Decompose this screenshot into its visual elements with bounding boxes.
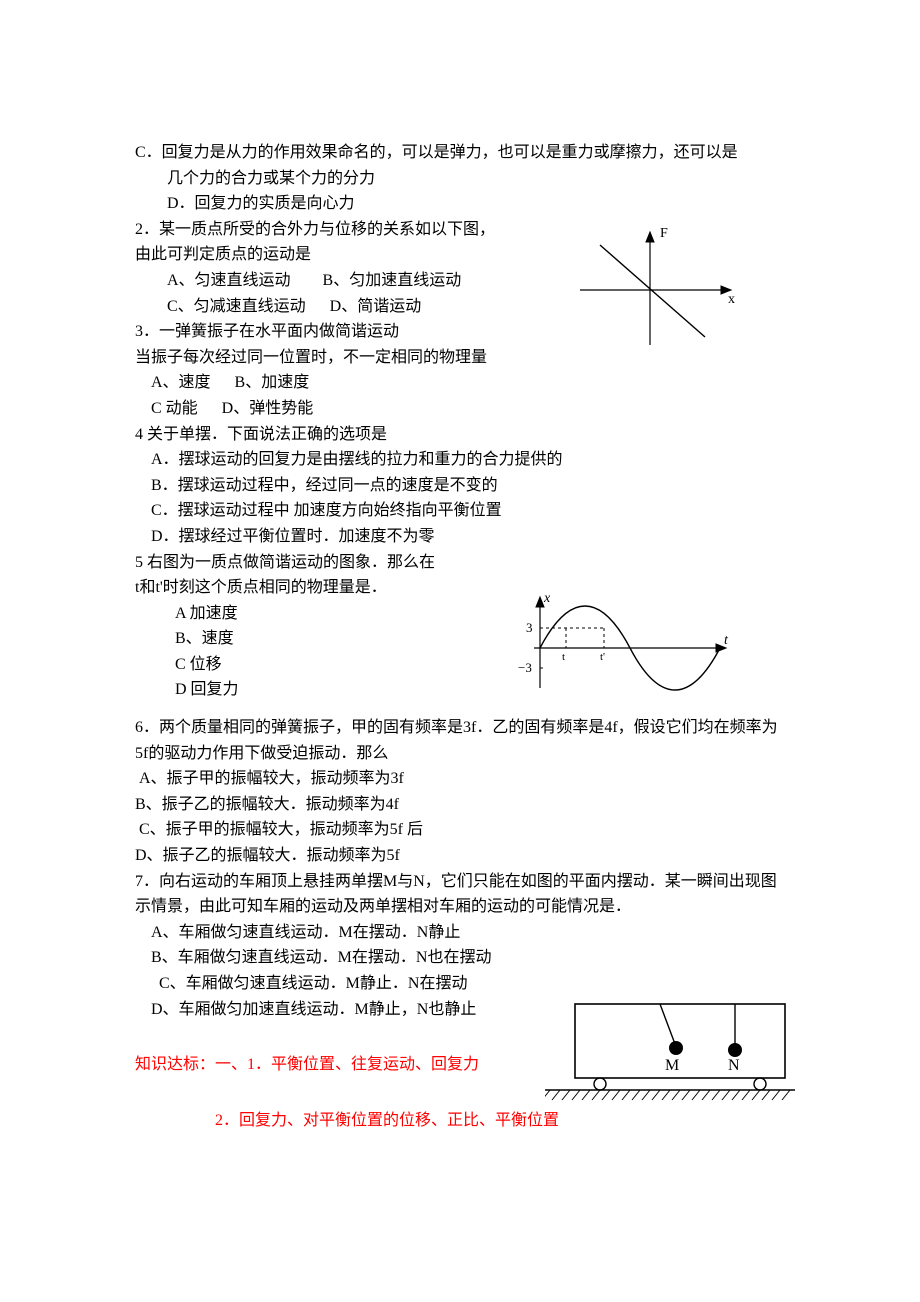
q4-opt-b: B．摆球运动过程中，经过同一点的速度是不变的 [135,473,790,499]
q7-opt-a: A、车厢做匀速直线运动．M在摆动．N静止 [135,920,790,946]
q5-stem-1: 5 右图为一质点做简谐运动的图象．那么在 [135,550,790,576]
pendulum-m-string [660,1004,675,1044]
q4-opt-d: D．摆球经过平衡位置时．加速度不为零 [135,524,790,550]
q7-stem: 7．向右运动的车厢顶上悬挂两单摆M与N，它们只能在如图的平面内摆动．某一瞬间出现… [135,869,790,920]
wheel-right [754,1078,766,1090]
optC-cont: 几个力的合力或某个力的分力 [135,166,790,192]
q4-opt-a: A．摆球运动的回复力是由摆线的拉力和重力的合力提供的 [135,447,790,473]
q7-opt-c: C、车厢做匀速直线运动．M静止．N在摆动 [135,971,790,997]
q7-figure: M N [545,998,795,1108]
answer-line-2: 2．回复力、对平衡位置的位移、正比、平衡位置 [135,1108,790,1134]
q6-opt-a: A、振子甲的振幅较大，振动频率为3f [135,766,790,792]
q2-figure: F x [570,225,740,355]
optC-text: C．回复力是从力的作用效果命名的，可以是弹力，也可以是重力或摩擦力，还可以是 [135,140,790,166]
q6-opt-b: B、振子乙的振幅较大．振动频率为4f [135,792,790,818]
q2-axis-f-label: F [660,226,668,241]
q4-opt-c: C．摆球运动过程中 加速度方向始终指向平衡位置 [135,498,790,524]
pendulum-n-label: N [728,1057,740,1074]
q5-tprime-label: t' [600,651,605,663]
carriage-box [575,1004,785,1078]
q5-tick-neg3: −3 [518,660,532,675]
q7-opt-b: B、车厢做匀速直线运动．M在摆动．N也在摆动 [135,945,790,971]
q3-opt-ab: A、速度 B、加速度 [135,370,790,396]
q5-figure: x t 3 −3 t t' [510,588,740,698]
q5-axis-x-label: x [543,591,551,606]
pendulum-m-label: M [665,1057,679,1074]
wheel-left [594,1078,606,1090]
optD-text: D．回复力的实质是向心力 [135,191,790,217]
q3-opt-cd: C 动能 D、弹性势能 [135,396,790,422]
q6-stem: 6．两个质量相同的弹簧振子，甲的固有频率是3f．乙的固有频率是4f，假设它们均在… [135,715,790,766]
q5-axis-t-label: t [724,633,729,648]
q6-opt-d: D、振子乙的振幅较大．振动频率为5f [135,843,790,869]
q5-t-label: t [562,651,565,663]
q5-tick-3: 3 [526,620,533,635]
q6-opt-c: C、振子甲的振幅较大，振动频率为5f 后 [135,817,790,843]
q2-axis-x-label: x [728,292,735,307]
pendulum-m-bob [669,1041,683,1055]
q4-stem: 4 关于单摆．下面说法正确的选项是 [135,422,790,448]
ground-hatch [545,1090,795,1100]
pendulum-n-bob [728,1043,742,1057]
